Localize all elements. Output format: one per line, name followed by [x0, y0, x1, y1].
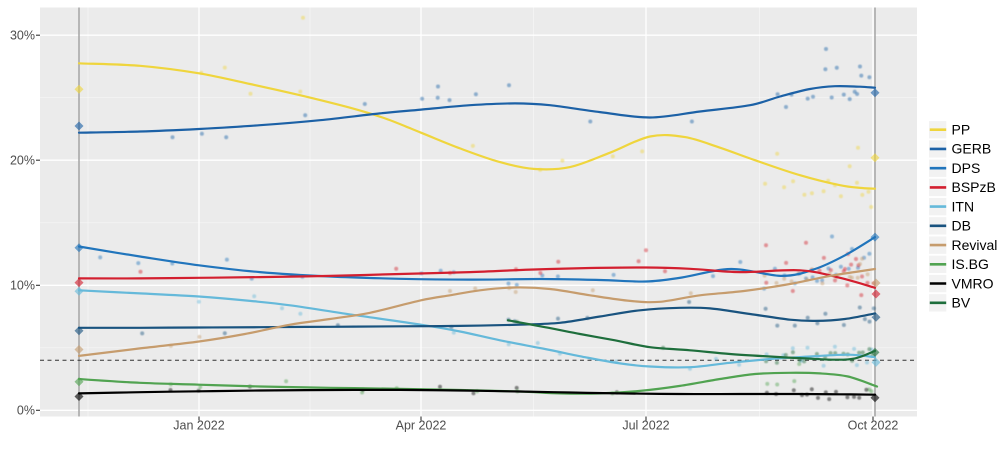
svg-text:Revival: Revival	[952, 237, 998, 253]
svg-text:IS.BG: IS.BG	[952, 256, 989, 272]
svg-text:ITN: ITN	[952, 198, 975, 214]
svg-text:Jan 2022: Jan 2022	[173, 419, 224, 433]
svg-text:DB: DB	[952, 218, 971, 234]
svg-text:20%: 20%	[10, 154, 35, 168]
svg-text:Jul 2022: Jul 2022	[622, 419, 669, 433]
svg-text:30%: 30%	[10, 29, 35, 43]
svg-text:VMRO: VMRO	[952, 275, 994, 291]
svg-text:BV: BV	[952, 295, 971, 311]
svg-text:0%: 0%	[17, 404, 35, 418]
svg-text:DPS: DPS	[952, 160, 981, 176]
svg-text:Apr 2022: Apr 2022	[396, 419, 447, 433]
svg-text:BSPzB: BSPzB	[952, 179, 996, 195]
svg-text:PP: PP	[952, 122, 971, 138]
svg-text:GERB: GERB	[952, 141, 992, 157]
svg-text:Oct 2022: Oct 2022	[848, 419, 899, 433]
svg-text:10%: 10%	[10, 279, 35, 293]
